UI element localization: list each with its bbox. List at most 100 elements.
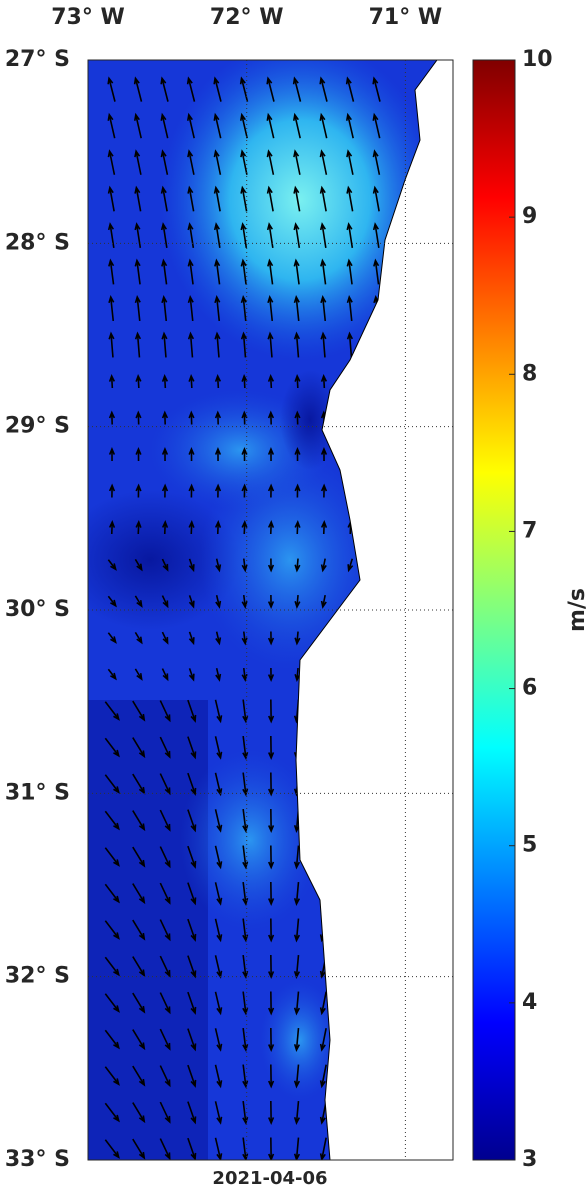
wind-arrow: [108, 373, 116, 389]
lon-tick-label: 72° W: [210, 5, 284, 30]
wind-arrow: [320, 331, 327, 358]
wind-arrow: [132, 1102, 146, 1124]
colorbar-tick-label: 6: [522, 676, 537, 701]
wind-arrow: [159, 1065, 171, 1088]
wind-arrow: [132, 737, 146, 759]
wind-arrow: [242, 1137, 249, 1160]
wind-arrow: [239, 112, 248, 139]
wind-arrow: [214, 331, 221, 358]
wind-arrow: [159, 1101, 171, 1124]
wind-arrow: [213, 149, 222, 175]
wind-arrow: [214, 991, 223, 1016]
wind-arrow: [161, 258, 168, 285]
wind-arrow: [240, 149, 248, 175]
wind-arrow: [134, 595, 143, 608]
wind-arrow: [187, 222, 195, 248]
wind-arrow: [187, 149, 195, 175]
colorbar-label: m/s: [565, 588, 588, 632]
wind-arrow: [213, 76, 222, 102]
wind-arrow: [159, 700, 171, 723]
wind-arrow: [132, 846, 146, 868]
wind-arrow: [293, 331, 301, 358]
wind-arrow: [242, 1064, 249, 1089]
wind-arrow: [292, 112, 301, 139]
wind-arrow: [242, 772, 249, 797]
wind-arrow: [187, 809, 197, 833]
wind-arrow: [161, 631, 169, 645]
wind-arrow: [161, 519, 169, 535]
wind-arrow: [108, 519, 116, 535]
wind-arrow: [267, 373, 275, 389]
wind-arrow: [108, 483, 116, 498]
wind-arrow: [213, 222, 221, 248]
wind-arrow: [104, 993, 120, 1013]
wind-arrow: [104, 810, 120, 831]
wind-arrow: [319, 185, 327, 212]
wind-arrow: [188, 631, 195, 646]
wind-arrow: [241, 483, 248, 498]
wind-arrow: [268, 772, 275, 797]
wind-arrow: [134, 185, 142, 212]
lat-tick-label: 31° S: [5, 780, 70, 805]
wind-arrow: [294, 373, 301, 389]
wind-arrow: [347, 558, 354, 573]
wind-arrow: [320, 483, 328, 498]
wind-arrow: [134, 631, 143, 645]
wind-arrow: [160, 185, 168, 212]
wind-arrow: [104, 956, 120, 977]
wind-arrow: [104, 1139, 120, 1159]
wind-arrow: [293, 1100, 301, 1126]
wind-arrow: [241, 631, 248, 646]
wind-arrow: [241, 410, 248, 425]
lat-tick-label: 29° S: [5, 414, 70, 439]
wind-arrow: [242, 954, 249, 979]
wind-arrow: [242, 699, 249, 724]
wind-arrow: [159, 846, 171, 869]
wind-arrow: [346, 185, 354, 212]
wind-arrow: [214, 918, 223, 943]
wind-arrow: [268, 808, 275, 834]
wind-arrow: [214, 699, 223, 724]
wind-arrow: [372, 149, 381, 175]
wind-arrow: [319, 76, 328, 102]
wind-arrow: [159, 1138, 171, 1160]
wind-arrow: [159, 809, 171, 832]
wind-arrow: [372, 185, 380, 212]
wind-arrow: [242, 1100, 249, 1125]
wind-arrow: [159, 773, 171, 796]
wind-arrow: [319, 1064, 327, 1089]
wind-arrow: [346, 258, 353, 285]
wind-arrow: [293, 258, 300, 285]
wind-arrow: [187, 185, 195, 212]
wind-arrow: [107, 149, 116, 175]
wind-arrow: [187, 882, 197, 906]
wind-arrow: [187, 1101, 197, 1125]
wind-arrow: [268, 735, 275, 761]
wind-arrow: [133, 76, 143, 102]
colorbar-tick-label: 7: [522, 518, 537, 543]
colorbar-tick-label: 5: [522, 833, 537, 858]
wind-arrow: [214, 410, 222, 425]
wind-arrow: [214, 483, 222, 498]
wind-arrow: [108, 295, 115, 322]
wind-arrow: [214, 736, 223, 760]
wind-arrow: [107, 668, 117, 681]
wind-arrow: [188, 373, 195, 389]
wind-arrow: [240, 222, 248, 248]
wind-arrow: [187, 918, 197, 942]
shade: [88, 700, 208, 1160]
wind-arrow: [135, 483, 142, 498]
wind-arrow: [372, 112, 381, 139]
wind-arrow: [188, 519, 195, 535]
wind-arrow: [107, 112, 116, 139]
wind-arrow: [214, 373, 222, 389]
wind-arrow: [242, 991, 249, 1016]
wind-arrow: [292, 76, 302, 102]
wind-arrow: [161, 668, 169, 682]
wind-arrow: [293, 295, 300, 322]
wind-arrow: [188, 558, 195, 573]
wind-arrow: [188, 483, 195, 498]
wind-arrow: [214, 1101, 223, 1125]
wind-arrow: [320, 594, 327, 609]
wind-arrow: [294, 594, 301, 610]
